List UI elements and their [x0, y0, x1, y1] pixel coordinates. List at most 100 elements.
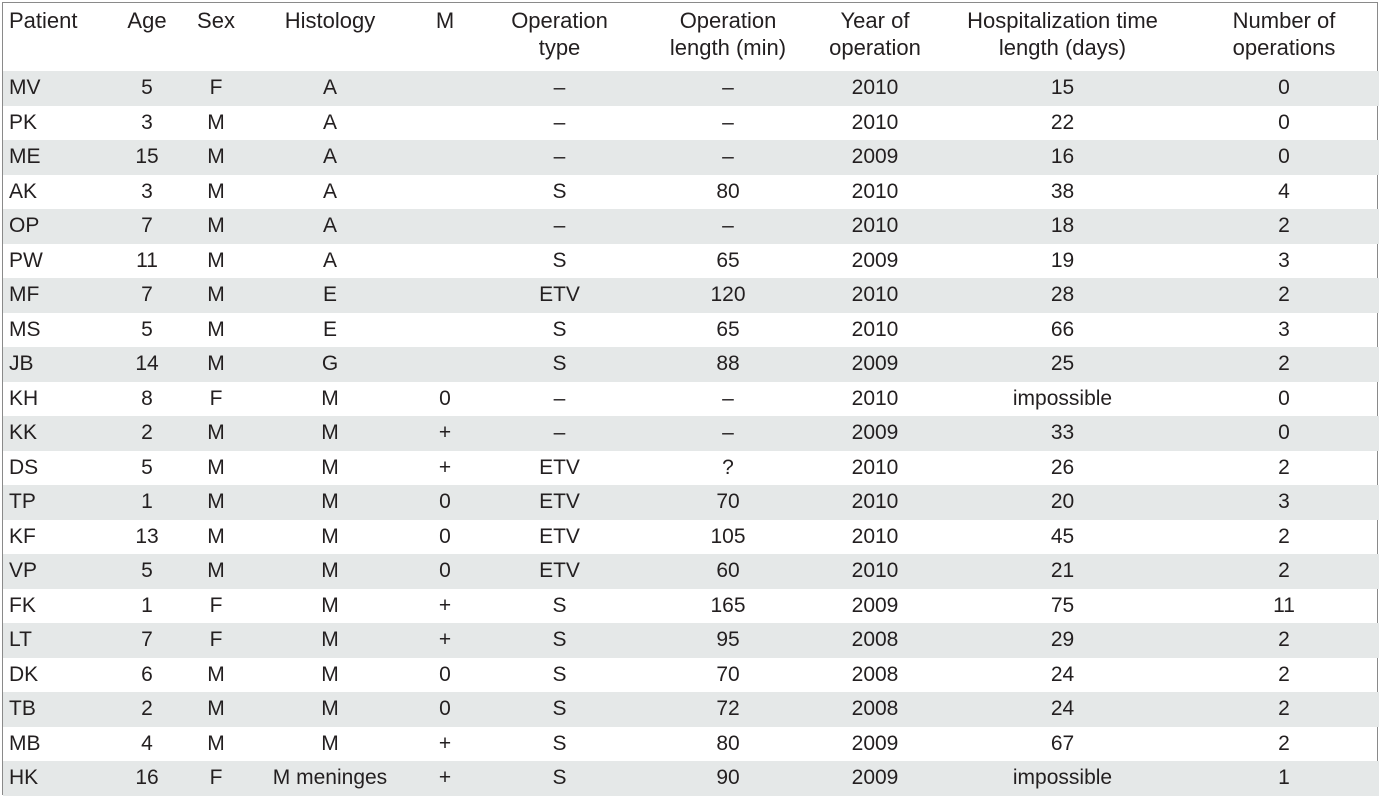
table-body: MV 5 F A – –2010 15 0 PK 3 M A – –2010 22 0 ME 15 M A – –2009… [3, 71, 1379, 796]
cell-m [413, 244, 477, 279]
cell-operation-length: 90 [642, 761, 814, 796]
cell-histology: M [247, 623, 413, 658]
col-header: Year of operation [829, 8, 921, 60]
cell-operation-length: – [642, 71, 814, 106]
cell-age: 7 [109, 623, 185, 658]
cell-age: 14 [109, 347, 185, 382]
cell-age: 7 [109, 278, 185, 313]
table-row: TB 2 M M 0 S 72 2008 24 2 [3, 692, 1379, 727]
cell-m: 0 [413, 485, 477, 520]
cell-age: 1 [141, 593, 153, 617]
cell-m [413, 278, 477, 313]
cell-operation-type: – [553, 386, 566, 410]
cell-sex: M [185, 278, 247, 313]
cell-sex: F [185, 71, 247, 106]
cell-operation-length: ? [722, 455, 734, 479]
cell-histology: E [247, 278, 413, 313]
cell-operation-length: – [642, 140, 814, 175]
cell-patient: AK [9, 179, 38, 203]
cell-operation-length: 95 [642, 623, 814, 658]
cell-patient: VP [3, 554, 109, 589]
cell-patient: MS [9, 317, 41, 341]
col-header: Sex [197, 8, 235, 33]
col-header: Operation type [511, 8, 608, 60]
cell-operations-count: 0 [1189, 140, 1379, 175]
col-header: Age [127, 8, 167, 33]
cell-age: 2 [109, 692, 185, 727]
cell-operation-type: – [477, 209, 642, 244]
cell-operation-type: S [552, 179, 567, 203]
cell-operation-type: S [477, 692, 642, 727]
cell-age: 5 [141, 317, 153, 341]
cell-operation-length: 72 [642, 692, 814, 727]
cell-hospitalization-days: 20 [936, 485, 1189, 520]
cell-year: 2010 [851, 317, 899, 341]
cell-sex: F [209, 386, 223, 410]
cell-operation-type: S [552, 731, 567, 755]
table-row: TP 1 M M 0 ETV 70 2010 20 3 [3, 485, 1379, 520]
cell-hospitalization-days: 67 [1050, 731, 1075, 755]
cell-operations-count: 3 [1278, 248, 1290, 272]
cell-operation-type: ETV [539, 524, 580, 548]
table-row: OP 7 M A – –2010 18 2 [3, 209, 1379, 244]
cell-operation-type: – [477, 416, 642, 451]
cell-m: 0 [413, 554, 477, 589]
cell-histology: M [321, 731, 339, 755]
cell-sex: M [207, 731, 225, 755]
cell-year: 2009 [851, 593, 899, 617]
cell-operations-count: 2 [1278, 524, 1290, 548]
cell-patient: PK [9, 110, 38, 134]
cell-year: 2009 [814, 761, 936, 796]
cell-m: 0 [439, 524, 451, 548]
cell-patient: PW [9, 248, 43, 272]
cell-age: 15 [109, 140, 185, 175]
cell-histology: A [247, 71, 413, 106]
cell-operation-type: – [553, 110, 566, 134]
cell-patient: MV [3, 71, 109, 106]
cell-year: 2010 [851, 455, 899, 479]
cell-year: 2009 [814, 347, 936, 382]
cell-operation-length: 60 [642, 554, 814, 589]
cell-operation-length: 88 [642, 347, 814, 382]
cell-operation-type: – [477, 71, 642, 106]
cell-operations-count: 4 [1278, 179, 1290, 203]
cell-operation-length: 80 [716, 731, 740, 755]
table-row: DS 5 M M + ETV? 2010 26 2 [3, 451, 1379, 486]
cell-patient: MF [3, 278, 109, 313]
patient-table: Patient Age Sex Histology M Operation typ… [3, 3, 1379, 796]
cell-year: 2010 [814, 485, 936, 520]
cell-sex: M [207, 524, 225, 548]
cell-hospitalization-days: 26 [1050, 455, 1075, 479]
table-row: FK 1 F M + S 165 2009 75 11 [3, 589, 1379, 624]
cell-operation-type: ETV [477, 554, 642, 589]
cell-age: 16 [109, 761, 185, 796]
cell-operation-length: 120 [642, 278, 814, 313]
table-row: PW 11 M A S 65 2009 19 3 [3, 244, 1379, 279]
cell-operations-count: 2 [1278, 731, 1290, 755]
cell-hospitalization-days: 19 [1050, 248, 1075, 272]
cell-operations-count: 2 [1189, 692, 1379, 727]
cell-patient: KK [3, 416, 109, 451]
cell-sex: M [185, 485, 247, 520]
cell-operation-type: ETV [477, 278, 642, 313]
cell-operation-length: 65 [716, 248, 740, 272]
cell-histology: A [322, 110, 337, 134]
cell-m: + [438, 731, 452, 755]
cell-operation-type: ETV [539, 455, 580, 479]
table-row: MB 4 M M + S 80 2009 67 2 [3, 727, 1379, 762]
cell-operation-length: – [642, 209, 814, 244]
cell-operation-type: S [552, 248, 567, 272]
col-header: Number of operations [1232, 8, 1336, 60]
cell-histology: A [322, 248, 337, 272]
cell-operations-count: 3 [1278, 317, 1290, 341]
cell-year: 2010 [851, 179, 899, 203]
cell-histology: E [322, 317, 337, 341]
cell-hospitalization-days: 16 [936, 140, 1189, 175]
cell-year: 2008 [851, 662, 899, 686]
cell-m [413, 209, 477, 244]
cell-histology: M [321, 455, 339, 479]
cell-histology: A [247, 140, 413, 175]
cell-hospitalization-days: 45 [1050, 524, 1075, 548]
cell-m [413, 71, 477, 106]
cell-histology: M [247, 554, 413, 589]
